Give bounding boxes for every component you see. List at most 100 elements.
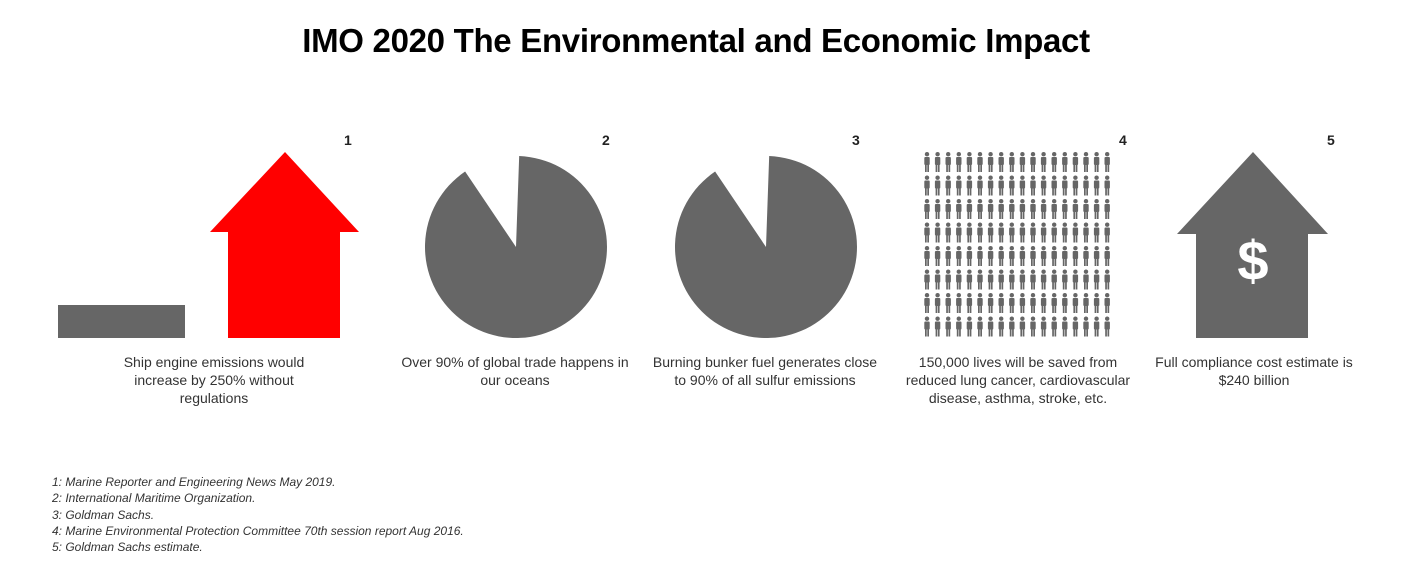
person-icon	[1062, 316, 1068, 337]
person-icon	[934, 152, 941, 172]
person-icon	[1104, 152, 1110, 172]
person-icon	[934, 246, 941, 266]
person-icon	[977, 293, 983, 313]
footnote-2: 2: International Maritime Organization.	[52, 491, 256, 506]
person-icon	[1030, 222, 1036, 243]
person-icon	[987, 293, 994, 313]
person-icon	[966, 152, 973, 172]
person-icon	[1104, 269, 1110, 290]
dollar-symbol: $	[1237, 229, 1268, 292]
pie-slice-major	[424, 156, 607, 339]
person-icon	[1051, 293, 1057, 313]
person-icon	[1040, 269, 1047, 290]
person-icon	[1072, 175, 1079, 196]
person-icon	[1040, 246, 1047, 266]
person-icon	[945, 316, 951, 337]
person-icon	[924, 199, 930, 219]
person-icon	[1083, 222, 1089, 243]
person-icon	[1093, 175, 1100, 196]
footnote-1: 1: Marine Reporter and Engineering News …	[52, 475, 336, 489]
person-icon	[1093, 293, 1100, 313]
person-icon	[966, 269, 973, 290]
person-icon	[987, 316, 994, 337]
person-icon	[924, 222, 930, 243]
person-icon	[1062, 246, 1068, 266]
person-icon	[1083, 175, 1089, 196]
people-grid-icon	[924, 152, 1110, 337]
person-icon	[1019, 222, 1026, 243]
person-icon	[1083, 246, 1089, 266]
person-icon	[1072, 199, 1079, 219]
person-icon	[998, 269, 1004, 290]
up-arrow-icon	[58, 152, 359, 338]
person-icon	[977, 246, 983, 266]
person-icon	[1104, 175, 1110, 196]
person-icon	[956, 199, 962, 219]
person-icon	[934, 222, 941, 243]
person-icon	[924, 152, 930, 172]
person-icon	[1009, 152, 1015, 172]
person-icon	[1030, 175, 1036, 196]
person-icon	[977, 269, 983, 290]
person-icon	[987, 199, 994, 219]
person-icon	[924, 269, 930, 290]
person-icon	[1051, 152, 1057, 172]
person-icon	[977, 316, 983, 337]
person-icon	[1030, 269, 1036, 290]
person-icon	[1009, 246, 1015, 266]
person-icon	[945, 269, 951, 290]
red-up-arrow	[210, 152, 359, 338]
person-icon	[1093, 222, 1100, 243]
person-icon	[1083, 199, 1089, 219]
person-icon	[945, 222, 951, 243]
person-icon	[1072, 222, 1079, 243]
panel-4-number: 4	[1119, 132, 1127, 148]
person-icon	[1062, 152, 1068, 172]
person-icon	[924, 293, 930, 313]
person-icon	[945, 199, 951, 219]
person-icon	[977, 199, 983, 219]
person-icon	[956, 152, 962, 172]
person-icon	[934, 269, 941, 290]
footnote-3: 3: Goldman Sachs.	[52, 507, 155, 522]
panel-3-caption: Burning bunker fuel generates close to 9…	[652, 354, 878, 388]
panel-1-caption: Ship engine emissions would increase by …	[123, 354, 305, 406]
person-icon	[956, 293, 962, 313]
person-icon	[1062, 269, 1068, 290]
panel-4-caption: 150,000 lives will be saved from reduced…	[905, 354, 1131, 406]
panel-5-caption: Full compliance cost estimate is $240 bi…	[1155, 354, 1353, 388]
person-icon	[1051, 316, 1057, 337]
pie-chart-icon	[424, 156, 607, 339]
person-icon	[945, 152, 951, 172]
person-icon	[1093, 269, 1100, 290]
panel-5-number: 5	[1327, 132, 1335, 148]
person-icon	[1019, 175, 1026, 196]
person-icon	[1062, 222, 1068, 243]
panel-3-number: 3	[852, 132, 860, 148]
person-icon	[1051, 199, 1057, 219]
person-icon	[1030, 152, 1036, 172]
person-icon	[1040, 199, 1047, 219]
person-icon	[1104, 222, 1110, 243]
person-icon	[1083, 293, 1089, 313]
person-icon	[1040, 152, 1047, 172]
person-icon	[1083, 152, 1089, 172]
person-icon	[934, 316, 941, 337]
person-icon	[934, 199, 941, 219]
person-icon	[956, 246, 962, 266]
person-icon	[966, 293, 973, 313]
person-icon	[998, 222, 1004, 243]
person-icon	[1072, 316, 1079, 337]
person-icon	[1030, 316, 1036, 337]
person-icon	[1040, 222, 1047, 243]
person-icon	[966, 175, 973, 196]
person-icon	[1019, 316, 1026, 337]
person-icon	[1104, 246, 1110, 266]
person-icon	[924, 175, 930, 196]
person-icon	[1009, 293, 1015, 313]
person-icon	[945, 293, 951, 313]
person-icon	[966, 316, 973, 337]
person-icon	[1072, 269, 1079, 290]
person-icon	[1040, 175, 1047, 196]
person-icon	[945, 175, 951, 196]
